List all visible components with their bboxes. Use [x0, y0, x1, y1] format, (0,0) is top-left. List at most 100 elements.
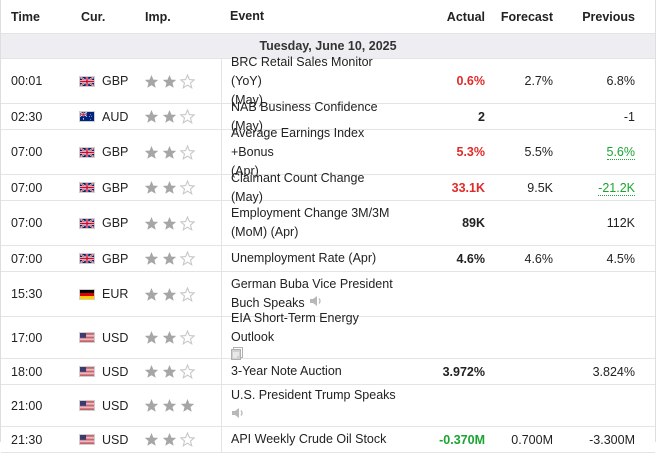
- document-icon[interactable]: [231, 347, 243, 366]
- event-name[interactable]: EIA Short-Term Energy Outlook: [221, 311, 403, 361]
- star-filled-icon: [144, 74, 159, 89]
- event-name-line: [231, 405, 399, 424]
- importance-stars: [135, 215, 221, 231]
- previous-value: -3.300M: [559, 433, 645, 447]
- star-empty-icon: [180, 180, 195, 195]
- event-text: Buch Speaks: [231, 295, 305, 310]
- header-currency[interactable]: Cur.: [81, 9, 106, 24]
- event-name[interactable]: API Weekly Crude Oil Stock: [221, 427, 403, 452]
- event-name[interactable]: Claimant Count Change (May): [221, 171, 403, 204]
- previous-text: 4.5%: [606, 251, 636, 266]
- actual-value: 89K: [462, 216, 485, 230]
- currency-code: USD: [102, 432, 129, 447]
- event-name-line: EIA Short-Term Energy Outlook: [231, 309, 399, 347]
- speaker-icon[interactable]: [231, 406, 245, 425]
- star-filled-icon: [162, 216, 177, 231]
- event-name[interactable]: Unemployment Rate (Apr): [221, 246, 403, 271]
- actual-value: 3.972%: [442, 364, 485, 379]
- star-filled-icon: [144, 109, 159, 124]
- table-row[interactable]: 07:00 GBP Employment Change 3M/3M (MoM) (Ap…: [1, 201, 655, 246]
- previous-text[interactable]: 5.6%: [606, 145, 635, 160]
- table-row[interactable]: 07:00 GBP Unemployment Rate (Apr) 4.6% 4.6% 4…: [1, 246, 655, 272]
- speaker-icon[interactable]: [309, 294, 323, 313]
- currency-code: GBP: [102, 145, 129, 159]
- event-name-line: German Buba Vice President: [231, 275, 399, 294]
- previous-text[interactable]: -21.2K: [598, 180, 635, 196]
- event-currency: USD: [67, 331, 135, 345]
- star-filled-icon: [162, 145, 177, 160]
- germany-flag-icon: [79, 288, 95, 300]
- actual-value: 5.3%: [456, 145, 486, 159]
- star-filled-icon: [144, 432, 159, 447]
- event-name-line: Employment Change 3M/3M: [231, 204, 399, 223]
- previous-text: 112K: [606, 216, 635, 230]
- importance-stars: [135, 180, 221, 195]
- forecast-value: 9.5K: [527, 180, 553, 195]
- event-name[interactable]: Employment Change 3M/3M (MoM) (Apr): [221, 201, 403, 245]
- star-empty-icon: [180, 109, 195, 124]
- header-actual[interactable]: Actual: [446, 9, 485, 24]
- header-event[interactable]: Event: [230, 9, 265, 23]
- event-name-line: [231, 347, 399, 366]
- previous-text: 3.824%: [592, 364, 635, 379]
- event-name[interactable]: 3-Year Note Auction: [221, 359, 403, 384]
- table-row[interactable]: 21:00 USD U.S. President Trump Speaks: [1, 385, 655, 427]
- event-text: BRC Retail Sales Monitor (YoY): [231, 54, 373, 88]
- importance-stars: [135, 109, 221, 124]
- uk-flag-icon: [79, 217, 95, 229]
- event-name[interactable]: NAB Business Confidence (May): [221, 100, 403, 133]
- event-name[interactable]: U.S. President Trump Speaks: [221, 385, 403, 426]
- event-name[interactable]: BRC Retail Sales Monitor (YoY) (May): [221, 55, 403, 107]
- event-name-line: Buch Speaks: [231, 294, 399, 313]
- date-row: Tuesday, June 10, 2025: [1, 34, 655, 59]
- table-row[interactable]: 07:00 GBP Average Earnings Index +Bonus (Ap…: [1, 126, 655, 178]
- header-forecast[interactable]: Forecast: [500, 9, 553, 24]
- table-header: Time Cur. Imp. Event Actual Forecast Pre…: [1, 0, 655, 34]
- event-text: API Weekly Crude Oil Stock: [231, 432, 387, 446]
- event-currency: GBP: [67, 252, 135, 266]
- star-empty-icon: [180, 73, 195, 89]
- table-row[interactable]: 07:00 GBP Claimant Count Change (May) 33.1K…: [1, 171, 655, 204]
- event-currency: GBP: [67, 74, 135, 88]
- event-text: German Buba Vice President: [231, 276, 393, 291]
- star-filled-icon: [162, 330, 177, 345]
- currency-code: USD: [102, 364, 129, 379]
- event-currency: GBP: [67, 181, 135, 195]
- currency-code: GBP: [102, 251, 129, 266]
- table-row[interactable]: 17:00 USD EIA Short-Term Energy Outlook: [1, 311, 655, 361]
- forecast-value: 0.700M: [511, 432, 553, 447]
- table-row[interactable]: 15:30 EUR German Buba Vice President Buch S…: [1, 272, 655, 317]
- event-text: Average Earnings Index +Bonus: [231, 125, 365, 159]
- event-currency: USD: [67, 433, 135, 447]
- event-text: NAB Business Confidence (May): [231, 99, 378, 133]
- event-text: Claimant Count Change (May): [231, 170, 365, 204]
- header-previous[interactable]: Previous: [582, 9, 635, 24]
- event-currency: GBP: [67, 216, 135, 230]
- star-filled-icon: [162, 398, 177, 413]
- event-name[interactable]: German Buba Vice President Buch Speaks: [221, 272, 403, 316]
- previous-value: -21.2K: [559, 180, 645, 196]
- table-row[interactable]: 18:00 USD 3-Year Note Auction 3.972% 3.824%: [1, 359, 655, 385]
- event-text: Employment Change 3M/3M: [231, 206, 390, 220]
- header-importance[interactable]: Imp.: [145, 9, 171, 24]
- event-name-line: NAB Business Confidence (May): [231, 98, 399, 136]
- star-empty-icon: [180, 251, 195, 266]
- star-filled-icon: [162, 432, 177, 447]
- uk-flag-icon: [79, 75, 95, 87]
- header-time[interactable]: Time: [11, 9, 40, 24]
- table-row[interactable]: 21:30 USD API Weekly Crude Oil Stock -0.370…: [1, 427, 655, 453]
- usa-flag-icon: [79, 400, 95, 411]
- event-text: U.S. President Trump Speaks: [231, 388, 396, 403]
- event-time: 02:30: [11, 109, 43, 124]
- event-name-line: BRC Retail Sales Monitor (YoY): [231, 53, 399, 91]
- actual-value: 4.6%: [456, 251, 486, 266]
- currency-code: EUR: [102, 287, 129, 301]
- event-name-line: Claimant Count Change (May): [231, 169, 399, 207]
- table-row[interactable]: 02:30 AUD NAB Business Confidence (May) 2 -1: [1, 100, 655, 133]
- table-row[interactable]: 00:01 GBP BRC Retail Sales Monitor (YoY) (M…: [1, 55, 655, 107]
- event-name[interactable]: Average Earnings Index +Bonus (Apr): [221, 126, 403, 178]
- currency-code: GBP: [102, 180, 129, 195]
- usa-flag-icon: [79, 366, 95, 377]
- event-currency: USD: [67, 399, 135, 413]
- star-empty-icon: [180, 144, 195, 160]
